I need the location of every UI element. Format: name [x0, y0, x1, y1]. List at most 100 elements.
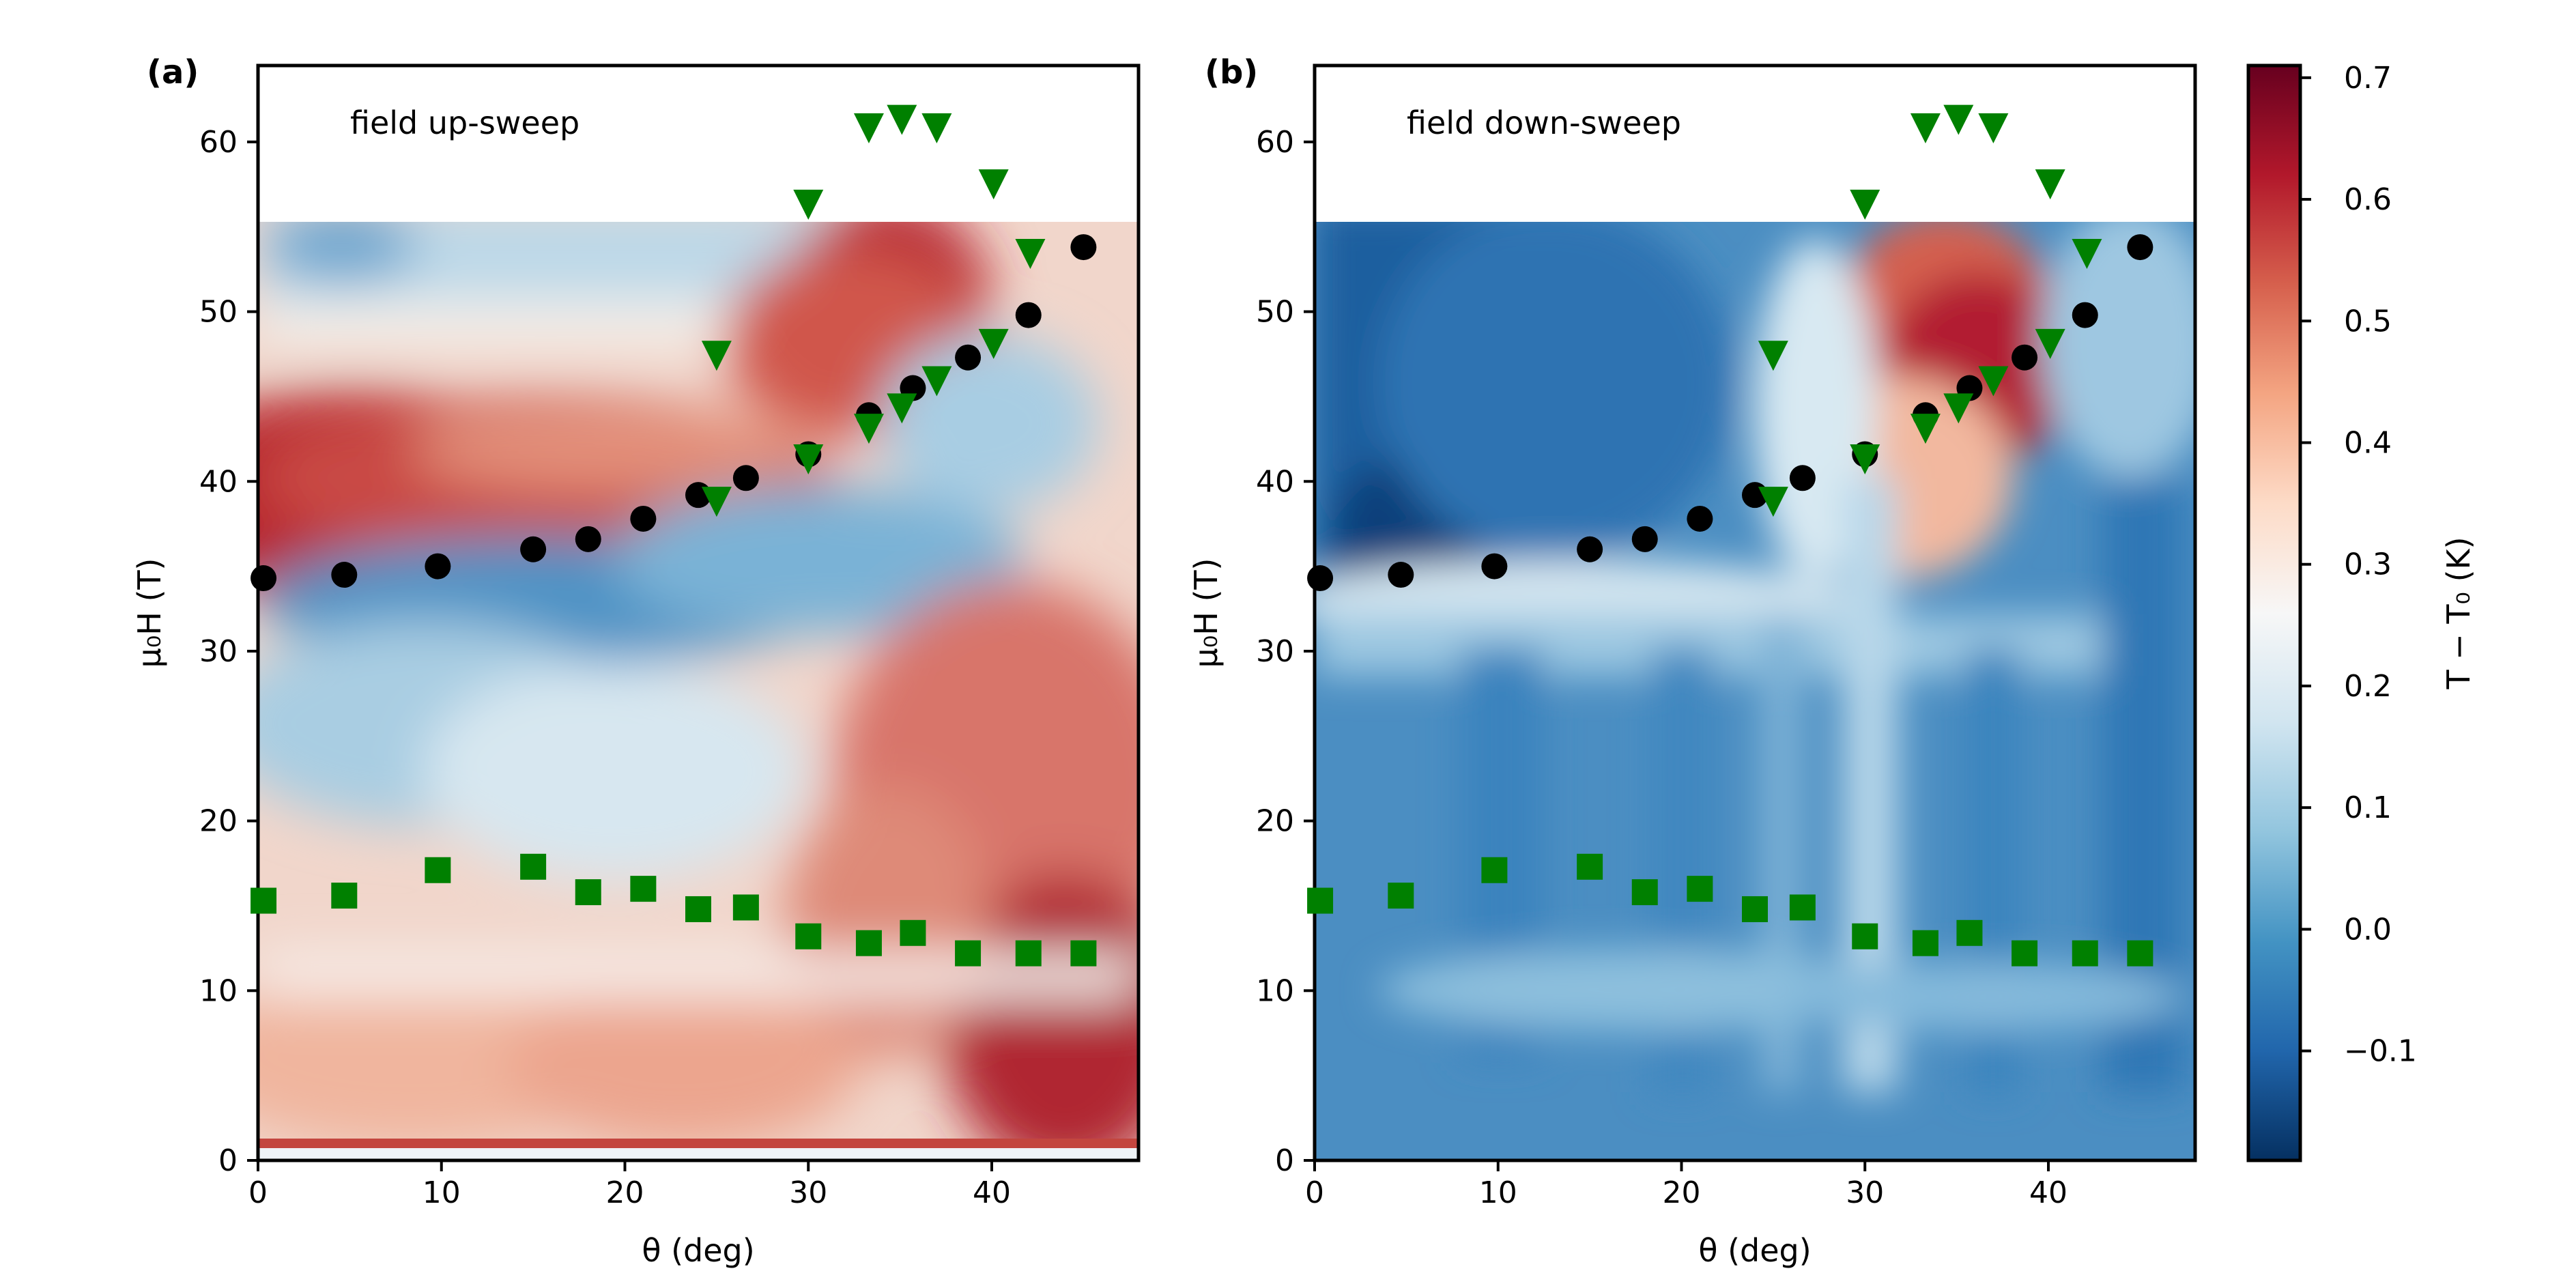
critical-field-point: [1307, 565, 1334, 592]
panel-label-b: (b): [1205, 53, 1258, 91]
triangle-marker-point: [1978, 113, 2009, 144]
triangle-marker-point: [1943, 393, 1974, 424]
x-tick-label: 20: [1663, 1175, 1701, 1210]
triangle-marker-point: [1758, 341, 1788, 371]
y-tick-label: 40: [1256, 464, 1294, 499]
panel-b: 0 10 20 30 40 0 10 20 30 40 50 60 (b) field down-sw…: [1188, 53, 2197, 1269]
triangle-marker-point: [853, 414, 884, 444]
critical-field-point: [2012, 344, 2038, 371]
y-tick-label: 0: [218, 1143, 238, 1178]
axes-frame-a: [256, 63, 1141, 1162]
triangle-marker-point: [1850, 444, 1880, 474]
critical-field-point: [1631, 526, 1658, 552]
square-marker-point: [425, 857, 451, 883]
y-tick-label: 60: [1256, 125, 1294, 160]
x-axis-label-a: θ (deg): [642, 1232, 754, 1269]
square-marker-point: [1307, 887, 1334, 914]
annotation-down-sweep: field down-sweep: [1407, 104, 1681, 141]
triangle-marker-point: [921, 113, 952, 144]
x-tick-label: 0: [248, 1175, 268, 1210]
triangle-marker-point: [793, 189, 824, 220]
critical-field-point: [1687, 505, 1713, 532]
square-marker-point: [795, 923, 822, 949]
y-tick-label: 50: [199, 295, 238, 330]
colorbar-ticks: −0.1 0.0 0.1 0.2 0.3 0.4 0.5 0.6 0.7: [2300, 61, 2417, 1069]
heatmap-b: [1315, 222, 2195, 1160]
square-marker-point: [1631, 879, 1658, 906]
triangle-marker-point: [978, 169, 1009, 200]
triangle-marker-point: [1978, 366, 2009, 397]
triangle-marker-point: [853, 113, 884, 144]
critical-field-point: [425, 553, 451, 580]
colorbar: −0.1 0.0 0.1 0.2 0.3 0.4 0.5 0.6 0.7 T − T₀ (K): [2246, 61, 2477, 1162]
square-marker-point: [1070, 940, 1097, 967]
panel-label-a: (a): [147, 53, 199, 91]
triangle-marker-point: [1015, 239, 1046, 270]
square-marker-point: [1577, 853, 1603, 880]
square-marker-point: [520, 853, 547, 880]
x-tick-label: 20: [606, 1175, 644, 1210]
x-tick-label: 40: [973, 1175, 1011, 1210]
colorbar-tick-label: 0.5: [2344, 304, 2392, 339]
critical-field-point: [575, 526, 601, 552]
x-tick-label: 10: [1479, 1175, 1517, 1210]
square-marker-point: [1956, 919, 1983, 946]
square-marker-point: [900, 919, 926, 946]
triangle-marker-point: [701, 341, 732, 371]
triangle-marker-point: [1943, 104, 1974, 135]
colorbar-label: T − T₀ (K): [2440, 537, 2477, 689]
triangle-marker-point: [2035, 328, 2065, 359]
critical-field-point: [1388, 562, 1414, 588]
square-marker-point: [1687, 876, 1713, 902]
triangle-marker-point: [978, 328, 1009, 359]
x-tick-label: 30: [1846, 1175, 1884, 1210]
colorbar-tick-label: 0.1: [2344, 790, 2392, 825]
critical-field-point: [520, 536, 547, 562]
square-marker-point: [2072, 940, 2098, 967]
triangle-marker-point: [2072, 239, 2102, 270]
panel-a: 0 10 20 30 40 0 10 20 30 40 50 60 (a) field up-swee…: [131, 53, 1141, 1269]
critical-field-point: [2072, 302, 2098, 328]
critical-field-point: [2127, 234, 2153, 261]
square-marker-point: [955, 940, 982, 967]
square-marker-point: [732, 894, 759, 921]
y-tick-label: 30: [1256, 634, 1294, 669]
critical-field-point: [1789, 465, 1816, 491]
triangle-marker-point: [793, 444, 824, 474]
triangle-marker-point: [1850, 189, 1880, 220]
square-marker-point: [1388, 883, 1414, 909]
critical-field-point: [1577, 536, 1603, 562]
colorbar-tick-label: 0.7: [2344, 61, 2392, 96]
square-marker-point: [1015, 940, 1042, 967]
triangle-marker-point: [1758, 487, 1788, 517]
triangle-marker-point: [701, 487, 732, 517]
data-marks-a: [251, 104, 1097, 967]
triangle-marker-point: [2035, 169, 2065, 200]
y-axis-label-b: μ₀H (T): [1188, 558, 1225, 668]
critical-field-point: [251, 565, 277, 592]
square-marker-point: [1852, 923, 1878, 949]
y-tick-label: 30: [199, 634, 238, 669]
square-marker-point: [251, 887, 277, 914]
triangle-marker-point: [1910, 113, 1941, 144]
colorbar-tick-label: 0.0: [2344, 912, 2392, 947]
y-axis-label-a: μ₀H (T): [131, 558, 168, 668]
annotation-up-sweep: field up-sweep: [350, 104, 579, 141]
critical-field-point: [630, 505, 657, 532]
y-tick-label: 20: [199, 804, 238, 839]
colorbar-tick-label: 0.4: [2344, 425, 2392, 460]
y-tick-label: 40: [199, 464, 238, 499]
square-marker-point: [685, 896, 711, 922]
critical-field-point: [732, 465, 759, 491]
square-marker-point: [331, 883, 358, 909]
critical-field-point: [955, 344, 982, 371]
triangle-marker-point: [887, 104, 917, 135]
square-marker-point: [1912, 930, 1938, 956]
square-marker-point: [2012, 940, 2038, 967]
y-tick-label: 20: [1256, 804, 1294, 839]
triangle-marker-point: [921, 366, 952, 397]
square-marker-point: [1742, 896, 1768, 922]
triangle-marker-point: [887, 393, 917, 424]
axes-b: 0 10 20 30 40 0 10 20 30 40 50 60: [1256, 125, 2067, 1210]
critical-field-point: [331, 562, 358, 588]
